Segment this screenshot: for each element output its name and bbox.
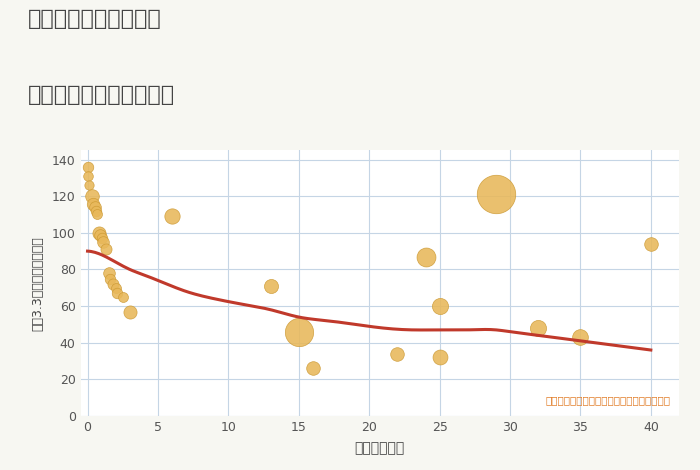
Point <box>307 365 318 372</box>
Point <box>83 181 94 189</box>
Text: 築年数別中古戸建て価格: 築年数別中古戸建て価格 <box>28 85 175 105</box>
Point <box>100 245 111 253</box>
Point <box>94 231 106 238</box>
Point <box>293 328 304 336</box>
Point <box>90 207 101 215</box>
Point <box>533 324 544 332</box>
Point <box>110 284 121 291</box>
Point <box>490 191 501 198</box>
Y-axis label: 坪（3.3㎡）単価（万円）: 坪（3.3㎡）単価（万円） <box>32 236 45 330</box>
Point <box>434 353 445 361</box>
Point <box>265 282 276 290</box>
Point <box>96 235 107 242</box>
Point <box>124 308 135 315</box>
Text: 千葉県柏市手賀の杜の: 千葉県柏市手賀の杜の <box>28 9 162 30</box>
Text: 円の大きさは、取引のあった物件面積を示す: 円の大きさは、取引のあった物件面積を示す <box>545 395 670 405</box>
Point <box>167 212 178 220</box>
Point <box>89 204 100 211</box>
Point <box>420 253 431 260</box>
Point <box>434 302 445 310</box>
Point <box>93 229 104 236</box>
Point <box>645 240 657 248</box>
Point <box>392 350 403 358</box>
Point <box>103 269 114 277</box>
Point <box>82 172 93 180</box>
Point <box>82 163 93 171</box>
Point <box>97 238 108 246</box>
Point <box>111 290 122 297</box>
X-axis label: 築年数（年）: 築年数（年） <box>355 441 405 455</box>
Point <box>104 275 116 282</box>
Point <box>88 200 99 207</box>
Point <box>86 192 97 200</box>
Point <box>107 280 118 288</box>
Point <box>575 333 586 341</box>
Point <box>117 293 128 301</box>
Point <box>92 211 103 218</box>
